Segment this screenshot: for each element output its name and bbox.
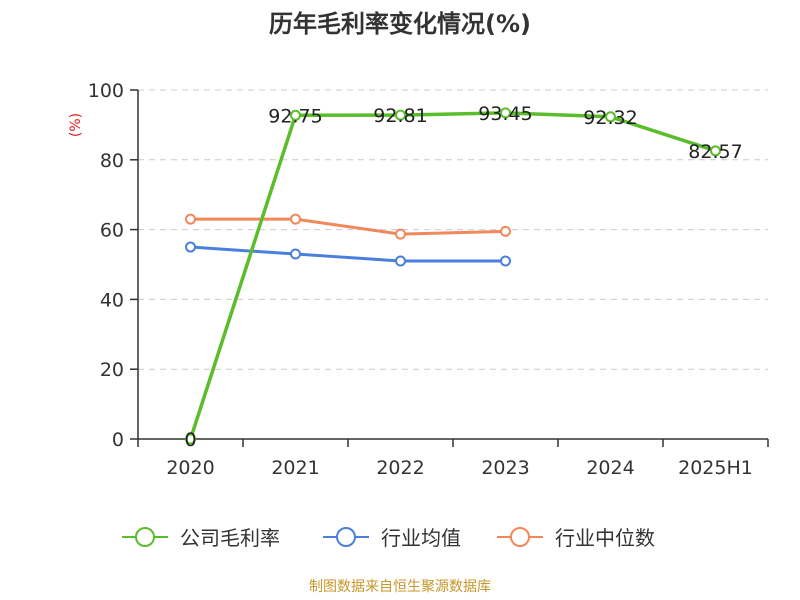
data-point: [500, 255, 511, 267]
series-line: [190, 245, 506, 263]
legend-item-1[interactable]: 行业均值: [323, 526, 461, 550]
legend-swatch-marker: [336, 527, 356, 547]
data-label: 92.75: [268, 105, 322, 127]
x-tick-label: 2025H1: [678, 457, 753, 479]
data-point: [290, 213, 301, 225]
data-label: 92.81: [373, 105, 427, 127]
x-tick-label: 2023: [481, 457, 529, 479]
data-point: [395, 228, 406, 240]
data-point: [185, 241, 196, 253]
data-point: [395, 109, 406, 121]
series-1: [185, 241, 511, 267]
series-line: [188, 111, 717, 440]
legend-label: 行业均值: [381, 526, 461, 550]
x-tick-label: 2022: [376, 457, 424, 479]
data-labels: 0 92.75 92.81 93.45 92.32 82.57: [184, 103, 742, 451]
legend-item-2[interactable]: 行业中位数: [497, 526, 655, 550]
data-point: [290, 248, 301, 260]
data-point: [500, 225, 511, 237]
data-point: [185, 433, 196, 445]
y-axis-unit-label: (%): [68, 113, 84, 137]
data-point: [710, 145, 721, 157]
y-tick-label: 100: [88, 80, 124, 102]
data-label: 0: [184, 429, 196, 451]
y-tick-label: 20: [100, 359, 124, 381]
legend[interactable]: 公司毛利率 行业均值 行业中位数: [122, 526, 655, 550]
data-point: [395, 255, 406, 267]
source-note: 制图数据来自恒生聚源数据库: [309, 579, 491, 595]
chart-title: 历年毛利率变化情况(%): [269, 10, 531, 38]
legend-label: 行业中位数: [555, 526, 655, 550]
x-tick-label: 2024: [586, 457, 634, 479]
data-point: [500, 107, 511, 119]
axes: 0 20 40 60 80 100 2020 2021 2022 2023 2024 2025H1: [88, 80, 769, 479]
y-tick-label: 0: [112, 429, 124, 451]
data-label: 82.57: [688, 141, 742, 163]
data-point: [290, 109, 301, 121]
y-tick-label: 60: [100, 220, 124, 242]
series-lines: [185, 107, 721, 445]
data-label: 93.45: [478, 103, 532, 125]
series-0: [185, 107, 721, 445]
x-tick-label: 2021: [271, 457, 319, 479]
legend-swatch-marker: [510, 527, 530, 547]
legend-swatch-marker: [135, 527, 155, 547]
series-line: [190, 217, 506, 236]
series-2: [185, 213, 511, 240]
data-point: [605, 111, 616, 123]
x-tick-label: 2020: [166, 457, 214, 479]
y-tick-label: 80: [100, 150, 124, 172]
data-point: [185, 213, 196, 225]
y-tick-label: 40: [100, 289, 124, 311]
legend-item-0[interactable]: 公司毛利率: [122, 526, 280, 550]
grid-lines: [138, 89, 768, 370]
legend-label: 公司毛利率: [180, 526, 280, 550]
data-label: 92.32: [583, 107, 637, 129]
